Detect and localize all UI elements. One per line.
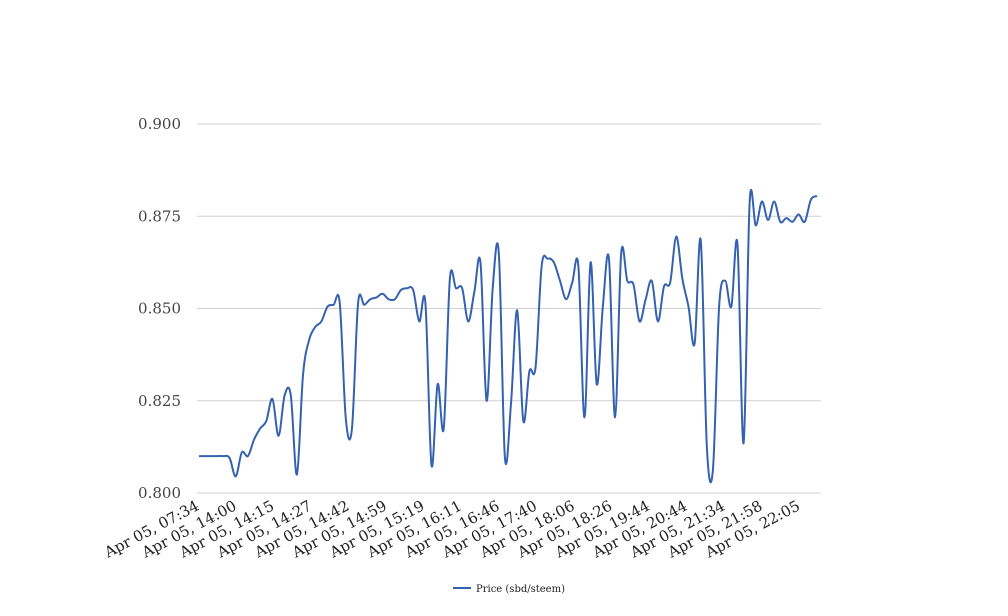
y-tick-label: 0.825	[138, 392, 181, 410]
y-tick-label: 0.800	[138, 484, 181, 502]
legend: Price (sbd/steem)	[453, 584, 565, 595]
y-tick-label: 0.850	[138, 300, 181, 318]
series-line-price	[198, 189, 818, 484]
y-tick-label: 0.875	[138, 207, 181, 225]
y-axis-ticks: 0.800 0.825 0.850 0.875 0.900	[138, 115, 181, 502]
y-tick-label: 0.900	[138, 115, 181, 133]
series-lines	[198, 189, 818, 484]
legend-label: Price (sbd/steem)	[476, 584, 565, 595]
